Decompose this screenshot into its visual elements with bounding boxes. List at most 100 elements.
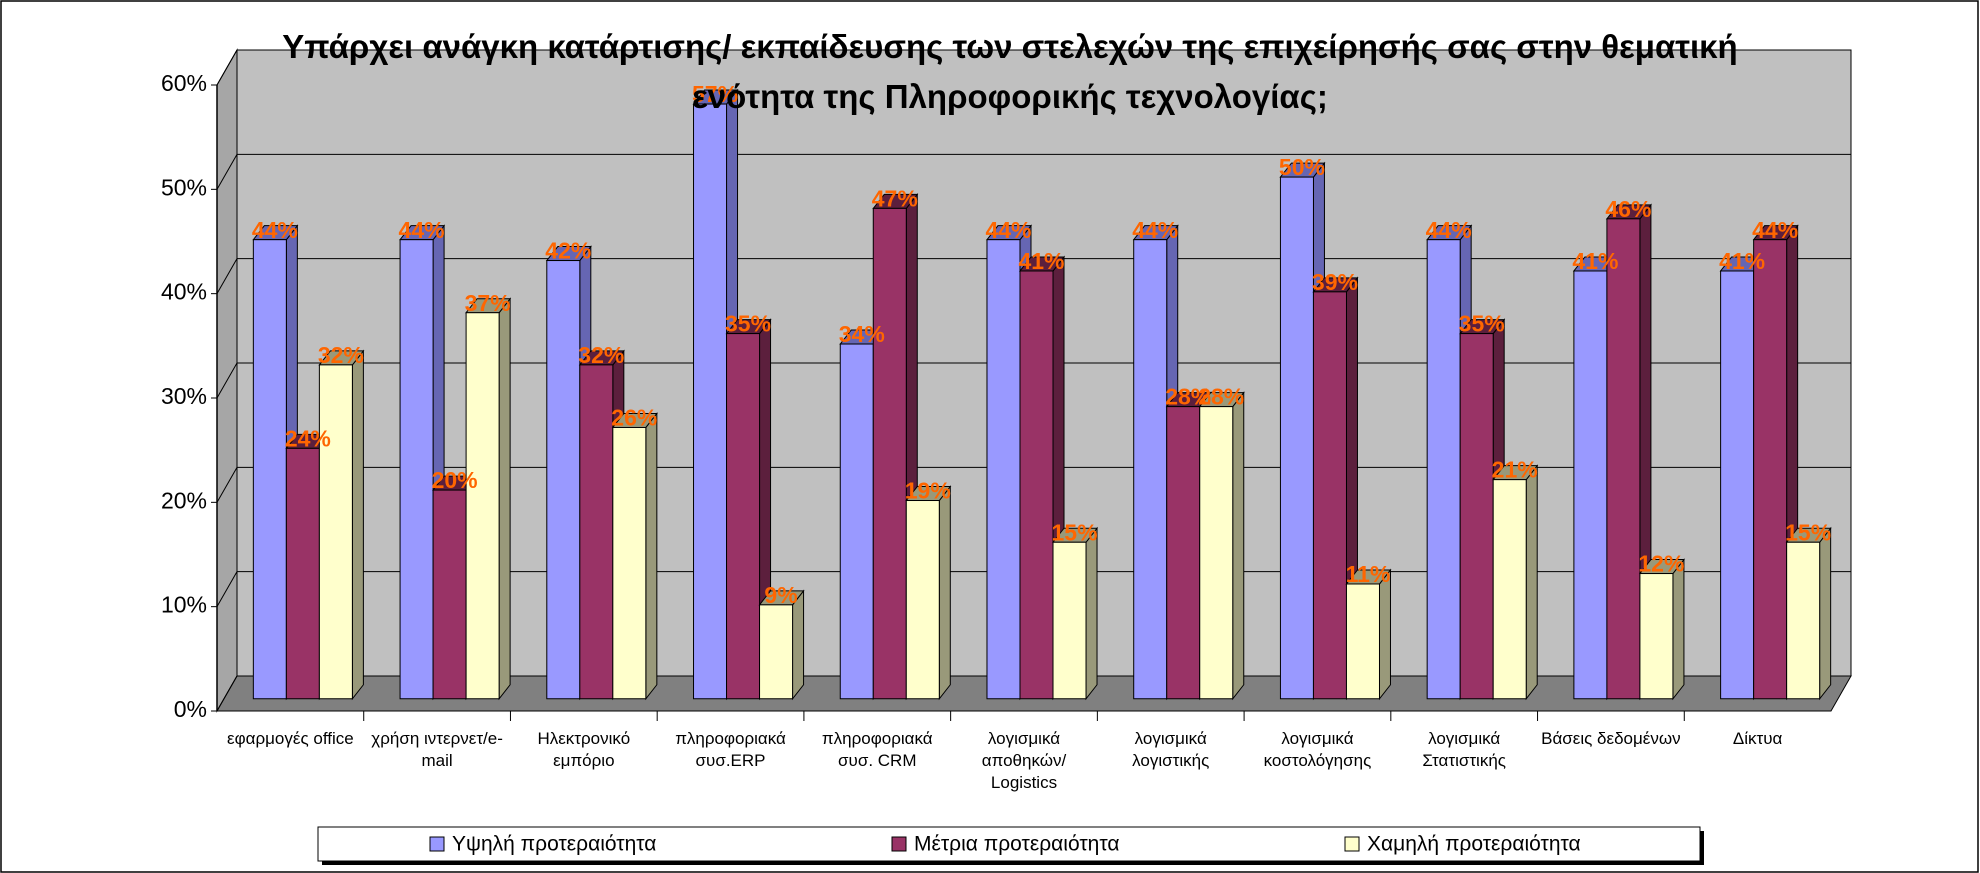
data-label: 24% [285,425,331,451]
x-tick-label: λογισμικά Στατιστικής [1422,729,1506,770]
data-label: 32% [578,342,624,368]
bar [1019,270,1054,700]
y-tick-label: 40% [161,279,207,305]
x-tick-label: λογισμικά αποθηκών/ Logistics [981,729,1067,792]
bar-side [1232,391,1245,701]
bar [252,239,287,700]
data-label: 46% [1605,196,1651,222]
data-label: 15% [1785,519,1831,545]
data-label: 41% [1572,248,1618,274]
y-tick-label: 20% [161,487,207,513]
data-label: 35% [1459,311,1505,337]
bar [1199,406,1234,700]
bar [1426,239,1461,700]
x-tick-label: εφαρμογές office [227,729,354,748]
bar [432,489,467,700]
data-label: 34% [839,321,885,347]
x-tick-label: χρήση ιντερνετ/e-mail [371,729,503,770]
bar [1312,291,1347,700]
bar [465,312,500,700]
y-tick-label: 50% [161,174,207,200]
x-tick-label: πληροφοριακά συσ. CRM [821,729,933,770]
bar [1573,270,1608,700]
data-label: 28% [1198,384,1244,410]
bar [1753,239,1788,700]
bar-side [1819,526,1832,701]
y-tick-label: 30% [161,383,207,409]
bar [1720,270,1755,700]
legend-label: Υψηλή προτεραιότητα [452,833,656,856]
bar [693,103,728,700]
data-label: 44% [1426,217,1472,243]
bar [839,343,874,700]
grid-line [216,49,1851,86]
data-label: 44% [985,217,1031,243]
bar [285,447,320,700]
bar [1133,239,1168,700]
legend-swatch [891,836,907,852]
bar [1166,406,1201,700]
bar [759,604,794,700]
x-tick-label: λογισμικά λογιστικής [1132,729,1210,770]
bar-side [1085,526,1098,701]
data-label: 41% [1018,248,1064,274]
x-tick-label: Βάσεις δεδομένων [1541,729,1681,748]
bar-side [1672,558,1685,701]
data-label: 44% [1752,217,1798,243]
bar [1492,479,1527,700]
bar [1459,333,1494,700]
data-label: 19% [905,478,951,504]
data-label: 35% [725,311,771,337]
bar [1639,573,1674,700]
data-label: 44% [399,217,445,243]
bar [1279,176,1314,700]
bar [1606,218,1641,700]
bar [546,260,581,700]
data-label: 12% [1638,551,1684,577]
x-tick-label: πληροφοριακά συσ.ERP [675,729,786,770]
data-label: 15% [1051,519,1097,545]
data-label: 57% [692,81,738,107]
y-tick-label: 60% [161,70,207,96]
bar [318,364,353,700]
bar-side [1525,464,1538,701]
data-label: 37% [465,290,511,316]
data-label: 39% [1312,269,1358,295]
legend [317,826,1701,862]
data-label: 44% [1132,217,1178,243]
data-label: 21% [1492,457,1538,483]
bar [1786,541,1821,700]
legend-swatch [429,836,445,852]
y-tick-label: 0% [174,696,207,722]
data-label: 32% [318,342,364,368]
bar [612,426,647,700]
grid-line [216,153,1851,190]
x-tick-label: Δίκτυα [1732,729,1783,748]
data-label: 42% [545,238,591,264]
data-label: 50% [1279,154,1325,180]
data-label: 41% [1719,248,1765,274]
chart-title: Υπάρχει ανάγκη κατάρτισης/ εκπαίδευσης τ… [282,28,1738,115]
bar-side [645,412,658,701]
data-label: 47% [872,185,918,211]
data-label: 44% [252,217,298,243]
legend-swatch [1344,836,1360,852]
data-label: 20% [432,467,478,493]
legend-label: Χαμηλή προτεραιότητα [1367,833,1581,856]
bar [872,207,907,700]
x-tick-label: Ηλεκτρονικό εμπόριο [537,729,631,770]
bar [1345,583,1380,700]
data-label: 11% [1346,561,1391,587]
y-tick-label: 10% [161,592,207,618]
data-label: 9% [764,582,797,608]
data-label: 26% [611,405,657,431]
bar-side [1378,568,1391,701]
bar [726,333,761,700]
bar-side [351,349,364,701]
bar [1052,541,1087,700]
x-tick-label: λογισμικά κοστολόγησης [1263,729,1372,770]
bar [579,364,614,700]
